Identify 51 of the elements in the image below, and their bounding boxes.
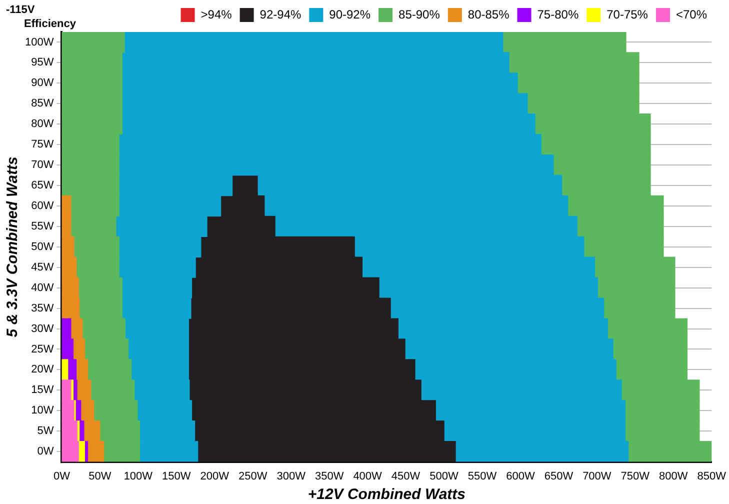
x-tick-label: 150W: [162, 470, 192, 482]
legend-label: <70%: [676, 7, 708, 22]
y-tick-label: 5W: [37, 425, 54, 438]
y-tick-label: 10W: [31, 404, 54, 417]
x-tick-label: 800W: [659, 470, 688, 482]
x-tick-label: 550W: [468, 470, 498, 482]
x-tick-label: 650W: [544, 470, 574, 482]
y-tick-label: 65W: [31, 180, 54, 192]
y-tick-label: 90W: [31, 77, 54, 90]
y-tick-label: 85W: [31, 98, 54, 110]
legend-label: 85-90%: [398, 7, 440, 22]
y-tick-label: 20W: [31, 364, 54, 376]
y-tick-label: 95W: [31, 56, 54, 69]
y-axis-title: 5 & 3.3V Combined Watts: [4, 156, 22, 338]
y-tick-label: 55W: [31, 220, 54, 232]
x-tick-label: 700W: [582, 470, 612, 482]
y-tick-label: 0W: [37, 446, 54, 458]
x-tick-label: 850W: [697, 470, 727, 482]
y-tick-label: 40W: [31, 282, 54, 294]
y-tick-label: 50W: [31, 240, 54, 253]
legend-label: 90-92%: [329, 7, 371, 22]
y-tick-label: 60W: [31, 200, 54, 212]
legend-label: 80-85%: [468, 7, 510, 22]
y-tick-label: 35W: [31, 302, 54, 314]
x-tick-label: 50W: [88, 470, 112, 482]
x-tick-label: 200W: [200, 470, 230, 482]
x-tick-label: 750W: [620, 470, 650, 482]
legend-label: 92-94%: [260, 7, 302, 22]
x-tick-label: 300W: [276, 470, 306, 482]
y-tick-label: 45W: [31, 261, 54, 274]
x-tick-label: 450W: [391, 470, 421, 482]
legend-label: 75-80%: [537, 7, 579, 22]
x-tick-label: 500W: [430, 470, 460, 482]
y-tick-label: 80W: [31, 118, 54, 130]
y-tick-label: 100W: [24, 36, 54, 48]
y-tick-label: 75W: [31, 138, 54, 151]
y-tick-label: 30W: [31, 322, 54, 335]
x-tick-label: 100W: [124, 470, 154, 482]
x-tick-label: 400W: [353, 470, 383, 482]
x-tick-label: 350W: [314, 470, 344, 482]
y-tick-label: 25W: [31, 343, 54, 356]
legend-label: >94%: [200, 7, 232, 22]
y-tick-label: 15W: [31, 384, 54, 396]
x-tick-label: 0W: [53, 470, 71, 482]
chart-title: -115V: [6, 4, 35, 16]
legend-label: 70-75%: [606, 7, 648, 22]
x-axis-title: +12V Combined Watts: [308, 486, 466, 504]
y-tick-label: 70W: [31, 159, 54, 172]
chart-subtitle: Efficiency: [24, 18, 76, 30]
x-tick-label: 600W: [506, 470, 536, 482]
x-tick-label: 250W: [238, 470, 268, 482]
